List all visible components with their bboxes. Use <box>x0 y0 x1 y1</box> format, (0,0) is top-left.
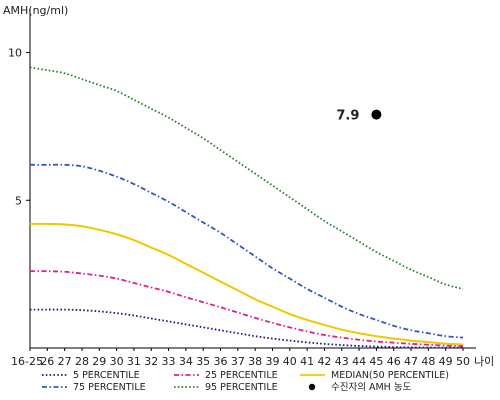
x-tick-label: 46 <box>387 355 401 368</box>
x-tick-label: 27 <box>58 355 72 368</box>
x-tick-label: 44 <box>352 355 366 368</box>
x-axis-title: 나이 <box>474 355 494 368</box>
x-tick-label: 49 <box>439 355 453 368</box>
series-line-25-percentile <box>29 270 464 348</box>
x-tick-label: 41 <box>300 355 314 368</box>
patient-point-layer: 7.9 <box>336 109 382 124</box>
x-tick-label: 28 <box>75 355 89 368</box>
x-tick-label: 37 <box>231 355 245 368</box>
y-axis-title: AMH(ng/ml) <box>3 4 68 17</box>
x-tick-label: 43 <box>335 355 349 368</box>
series-line-75-percentile <box>29 163 464 339</box>
x-tick-label: 26 <box>40 355 54 368</box>
x-tick-label: 35 <box>196 355 210 368</box>
x-tick-label: 40 <box>283 355 297 368</box>
legend-label: 수진자의 AMH 농도 <box>331 382 412 393</box>
x-tick-label: 42 <box>317 355 331 368</box>
y-tick-label: 5 <box>15 194 22 207</box>
legend-label: MEDIAN(50 PERCENTILE) <box>331 370 449 381</box>
x-tick-label: 33 <box>162 355 176 368</box>
x-tick-label: 48 <box>421 355 435 368</box>
legend: 5 PERCENTILE 25 PERCENTILE MEDIAN(50 PERCE… <box>42 370 449 393</box>
legend-label: 25 PERCENTILE <box>205 370 278 381</box>
patient-amh-value-label: 7.9 <box>336 109 359 124</box>
x-tick-label: 36 <box>214 355 228 368</box>
x-tick-label: 16-25 <box>11 355 43 368</box>
series-line-95-percentile <box>29 66 464 290</box>
x-tick-label: 45 <box>369 355 383 368</box>
legend-label: 5 PERCENTILE <box>73 370 140 381</box>
x-tick-label: 47 <box>404 355 418 368</box>
x-tick-label: 38 <box>248 355 262 368</box>
x-tick-label: 50 <box>456 355 470 368</box>
series-line-median-50-percentile <box>29 222 464 346</box>
x-tick-label: 29 <box>92 355 106 368</box>
patient-amh-point <box>371 109 382 120</box>
x-tick-label: 32 <box>144 355 158 368</box>
series-line-5-percentile <box>29 308 464 349</box>
legend-label: 75 PERCENTILE <box>73 382 146 393</box>
x-tick-label: 31 <box>127 355 141 368</box>
x-tick-label: 30 <box>110 355 124 368</box>
legend-swatch-point <box>308 383 316 391</box>
series-layer <box>29 66 464 349</box>
x-tick-label: 34 <box>179 355 193 368</box>
y-tick-label: 10 <box>8 47 22 60</box>
legend-label: 95 PERCENTILE <box>205 382 278 393</box>
x-tick-label: 39 <box>265 355 279 368</box>
